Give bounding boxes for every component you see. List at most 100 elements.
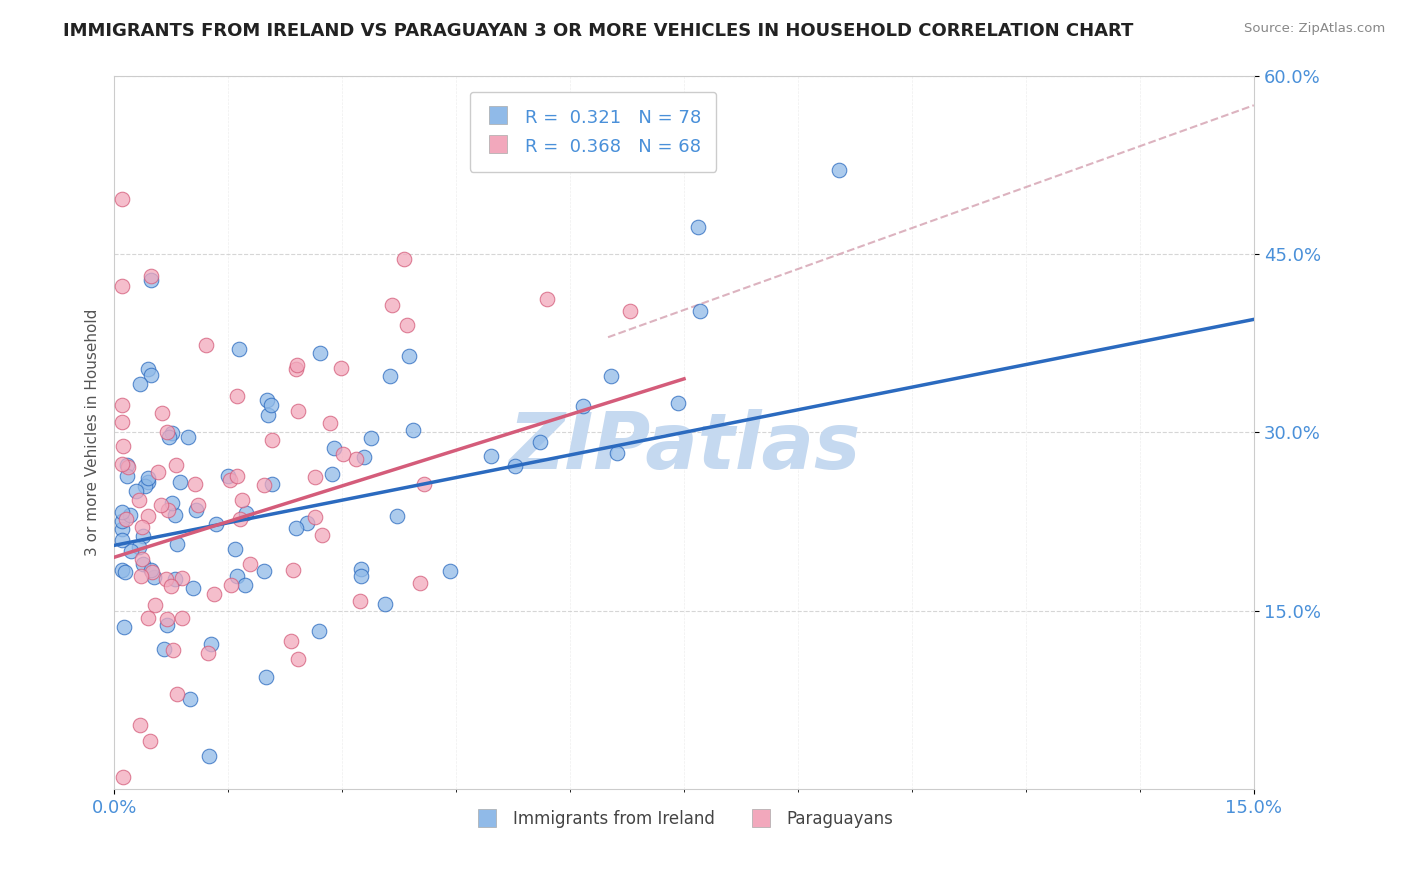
Point — [381, 298, 404, 312]
Point — [350, 562, 373, 576]
Point — [157, 502, 180, 516]
Point — [256, 392, 278, 407]
Point — [284, 521, 307, 535]
Point — [187, 498, 209, 512]
Point — [219, 473, 242, 487]
Point — [284, 362, 307, 376]
Point — [163, 572, 186, 586]
Point — [131, 557, 153, 571]
Point — [141, 563, 163, 577]
Point — [380, 369, 402, 384]
Point — [166, 687, 188, 701]
Point — [479, 449, 502, 463]
Point — [226, 469, 249, 483]
Point — [160, 579, 183, 593]
Point — [115, 468, 138, 483]
Point — [153, 642, 176, 657]
Point — [295, 516, 318, 530]
Text: Source: ZipAtlas.com: Source: ZipAtlas.com — [1244, 22, 1385, 36]
Point — [114, 565, 136, 579]
Point — [374, 597, 396, 611]
Point — [120, 544, 142, 558]
Point — [385, 508, 408, 523]
Point — [344, 452, 367, 467]
Point — [224, 542, 246, 557]
Point — [505, 459, 527, 474]
Point — [235, 506, 257, 520]
Point — [155, 572, 177, 586]
Point — [160, 496, 183, 510]
Point — [136, 508, 159, 523]
Point — [225, 569, 247, 583]
Point — [111, 279, 134, 293]
Point — [115, 458, 138, 472]
Point — [197, 646, 219, 660]
Point — [231, 493, 253, 508]
Point — [136, 362, 159, 376]
Point — [228, 342, 250, 356]
Point — [139, 273, 162, 287]
Point — [197, 748, 219, 763]
Point — [606, 446, 628, 460]
Point — [686, 220, 709, 235]
Point — [226, 389, 249, 403]
Point — [332, 447, 354, 461]
Point — [217, 468, 239, 483]
Point — [131, 551, 153, 566]
Text: IMMIGRANTS FROM IRELAND VS PARAGUAYAN 3 OR MORE VEHICLES IN HOUSEHOLD CORRELATIO: IMMIGRANTS FROM IRELAND VS PARAGUAYAN 3 … — [63, 22, 1133, 40]
Point — [138, 471, 160, 485]
Point — [233, 577, 256, 591]
Point — [131, 528, 153, 542]
Point — [160, 426, 183, 441]
Point — [529, 434, 551, 449]
Point — [131, 520, 153, 534]
Point — [181, 581, 204, 595]
Point — [253, 478, 276, 492]
Point — [398, 349, 420, 363]
Point — [572, 399, 595, 413]
Point — [600, 368, 623, 383]
Point — [162, 642, 184, 657]
Point — [111, 515, 134, 529]
Point — [619, 304, 641, 318]
Point — [311, 528, 333, 542]
Point — [111, 563, 134, 577]
Point — [395, 318, 418, 332]
Point — [111, 192, 134, 206]
Point — [169, 475, 191, 489]
Point — [304, 509, 326, 524]
Point — [183, 476, 205, 491]
Point — [111, 505, 134, 519]
Point — [138, 734, 160, 748]
Point — [111, 457, 134, 471]
Point — [439, 565, 461, 579]
Point — [259, 398, 281, 412]
Point — [143, 598, 166, 612]
Point — [141, 368, 163, 382]
Point — [329, 360, 352, 375]
Point — [413, 477, 436, 491]
Point — [118, 508, 141, 522]
Point — [134, 479, 156, 493]
Point — [146, 465, 169, 479]
Point — [350, 569, 373, 583]
Point — [112, 438, 135, 452]
Y-axis label: 3 or more Vehicles in Household: 3 or more Vehicles in Household — [86, 309, 100, 556]
Point — [536, 292, 558, 306]
Point — [150, 406, 173, 420]
Point — [111, 398, 134, 412]
Point — [262, 433, 284, 447]
Point — [228, 512, 250, 526]
Point — [157, 430, 180, 444]
Point — [128, 493, 150, 508]
Point — [129, 718, 152, 732]
Point — [287, 404, 309, 418]
Point — [139, 268, 162, 283]
Point — [136, 610, 159, 624]
Point — [280, 634, 302, 648]
Text: ZIPatlas: ZIPatlas — [508, 409, 860, 484]
Point — [349, 594, 371, 608]
Point — [666, 395, 689, 409]
Point — [150, 498, 173, 512]
Point — [309, 346, 332, 360]
